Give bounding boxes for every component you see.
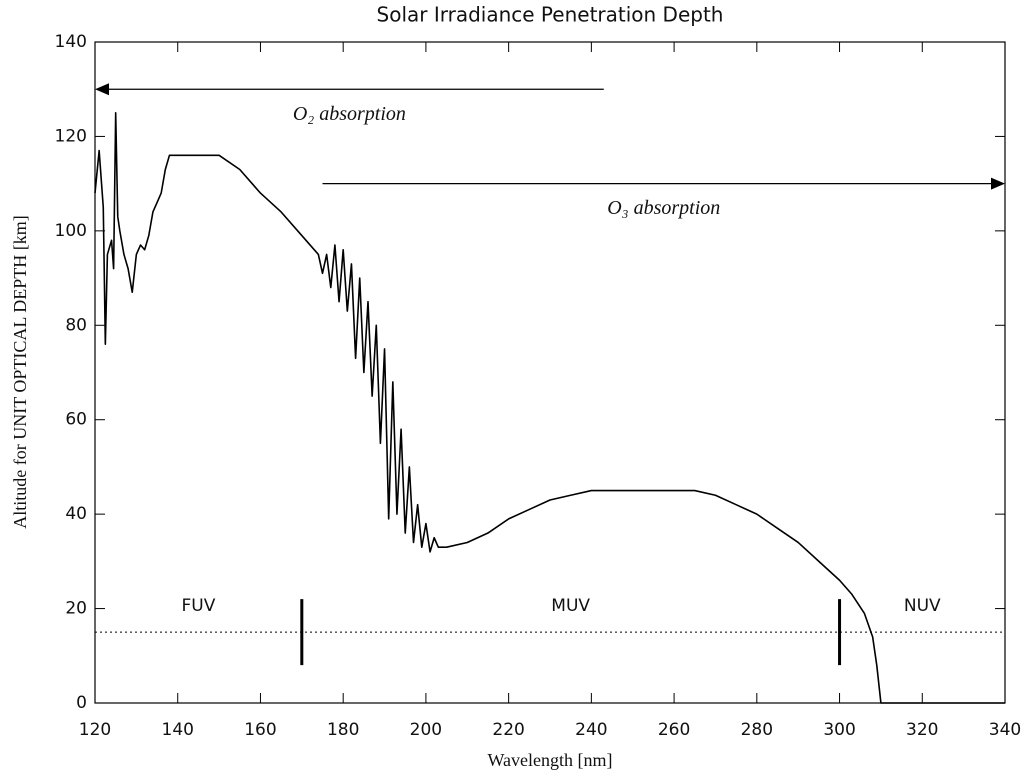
- y-tick-label: 60: [65, 410, 87, 430]
- arrow-head: [95, 83, 109, 96]
- y-tick-label: 100: [55, 221, 87, 241]
- plot-frame: [94, 41, 1006, 704]
- y-tick-label: 120: [55, 126, 87, 146]
- x-tick-label: 340: [989, 720, 1021, 740]
- x-tick-label: 260: [658, 720, 690, 740]
- y-tick-label: 80: [65, 315, 87, 335]
- y-tick-label: 20: [65, 599, 87, 619]
- y-axis-label: Altitude for UNIT OPTICAL DEPTH [km]: [10, 215, 30, 528]
- y-tick-label: 0: [76, 693, 87, 713]
- region-label: FUV: [181, 596, 215, 616]
- data-line: [94, 112, 1005, 704]
- x-axis-label: Wavelength [nm]: [487, 750, 612, 770]
- annotation-label: O₃ absorption: [607, 197, 720, 219]
- annotation-label: O₂ absorption: [293, 103, 406, 125]
- x-tick-label: 300: [823, 720, 855, 740]
- region-label: NUV: [904, 596, 941, 616]
- x-tick-label: 160: [244, 720, 276, 740]
- x-tick-label: 220: [492, 720, 524, 740]
- x-tick-label: 320: [906, 720, 938, 740]
- x-tick-label: 280: [741, 720, 773, 740]
- y-tick-label: 140: [55, 32, 87, 52]
- region-label: MUV: [551, 596, 590, 616]
- chart-title: Solar Irradiance Penetration Depth: [377, 3, 724, 27]
- y-tick-label: 40: [65, 504, 87, 524]
- x-tick-label: 180: [327, 720, 359, 740]
- x-tick-label: 200: [410, 720, 442, 740]
- x-tick-label: 120: [79, 720, 111, 740]
- x-tick-label: 240: [575, 720, 607, 740]
- arrow-head: [991, 177, 1005, 190]
- x-tick-label: 140: [162, 720, 194, 740]
